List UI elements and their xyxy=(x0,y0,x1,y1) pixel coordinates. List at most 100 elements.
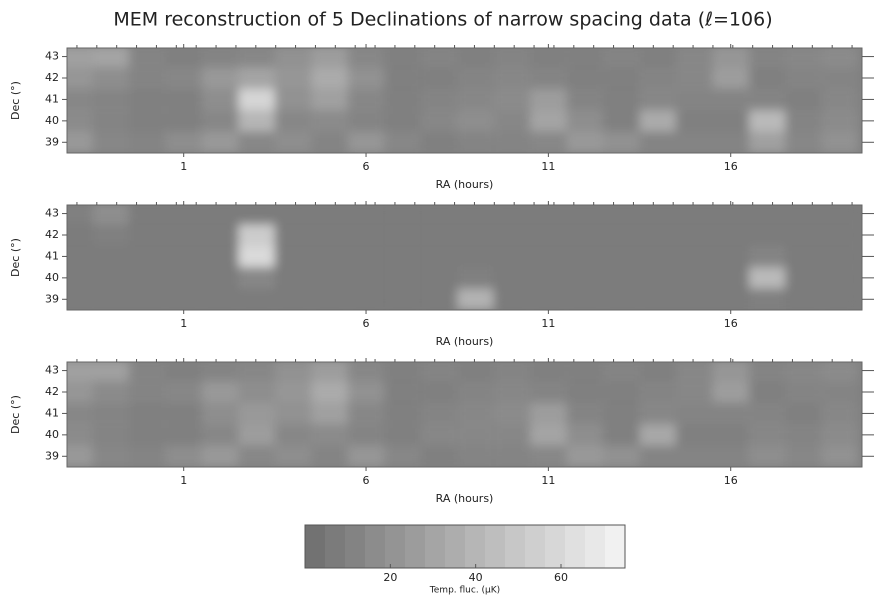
cell xyxy=(566,110,604,132)
cell xyxy=(128,131,166,153)
cell xyxy=(67,224,93,246)
cell xyxy=(128,362,166,382)
cell xyxy=(493,362,531,382)
heatmap-cells xyxy=(67,48,859,153)
y-tick-label: 41 xyxy=(45,92,59,105)
cell xyxy=(785,205,822,225)
cell xyxy=(785,362,822,382)
cell xyxy=(821,245,859,268)
x-tick-label: 16 xyxy=(724,474,738,487)
cell xyxy=(712,288,749,310)
cell xyxy=(748,205,786,225)
cell xyxy=(420,205,458,225)
cell xyxy=(67,402,93,425)
x-tick-label: 6 xyxy=(363,474,370,487)
cell xyxy=(311,205,348,225)
colorbar-label: Temp. fluc. (µK) xyxy=(429,586,500,596)
cell xyxy=(67,424,93,446)
cell xyxy=(311,424,348,446)
cell xyxy=(493,445,531,467)
cell xyxy=(311,110,348,132)
colorbar-step xyxy=(345,525,366,568)
cell xyxy=(128,267,166,289)
x-tick-label: 11 xyxy=(541,317,555,330)
cell xyxy=(274,224,312,246)
cell xyxy=(274,402,312,425)
cell xyxy=(384,205,421,225)
cell xyxy=(821,402,859,425)
cell xyxy=(238,224,275,246)
cell xyxy=(238,445,275,467)
cell xyxy=(165,288,202,310)
cell xyxy=(67,381,93,403)
cell xyxy=(457,48,494,68)
cell xyxy=(748,288,786,310)
cell xyxy=(676,48,713,68)
cell xyxy=(420,445,458,467)
cell xyxy=(603,362,640,382)
cell xyxy=(165,224,202,246)
colorbar-step xyxy=(425,525,446,568)
cell xyxy=(165,445,202,467)
cell xyxy=(712,267,749,289)
cell xyxy=(238,67,275,89)
cell xyxy=(639,402,677,425)
cell xyxy=(748,224,786,246)
cell xyxy=(311,267,348,289)
cell xyxy=(347,67,385,89)
cell xyxy=(128,67,166,89)
cell xyxy=(639,110,677,132)
cell xyxy=(420,402,458,425)
cell xyxy=(420,288,458,310)
cell xyxy=(639,424,677,446)
cell xyxy=(92,88,129,111)
cell xyxy=(311,131,348,153)
cell xyxy=(566,381,604,403)
cell xyxy=(676,381,713,403)
cell xyxy=(785,110,822,132)
cell xyxy=(311,445,348,467)
cell xyxy=(712,67,749,89)
cell xyxy=(639,362,677,382)
cell xyxy=(639,245,677,268)
y-tick-label: 42 xyxy=(45,71,59,84)
cell xyxy=(748,267,786,289)
cell xyxy=(603,288,640,310)
colorbar-tick-label: 40 xyxy=(469,571,483,584)
cell xyxy=(748,110,786,132)
cell xyxy=(201,110,239,132)
cell xyxy=(274,267,312,289)
y-tick-label: 41 xyxy=(45,249,59,262)
heatmap-cells xyxy=(67,362,859,467)
y-tick-label: 42 xyxy=(45,228,59,241)
cell xyxy=(493,224,531,246)
cell xyxy=(92,48,129,68)
cell xyxy=(712,88,749,111)
cell xyxy=(201,267,239,289)
cell xyxy=(530,445,567,467)
colorbar-step xyxy=(585,525,606,568)
cell xyxy=(420,381,458,403)
cell xyxy=(274,362,312,382)
cell xyxy=(201,205,239,225)
cell xyxy=(347,445,385,467)
cell xyxy=(457,402,494,425)
colorbar-step xyxy=(445,525,466,568)
cell xyxy=(274,445,312,467)
cell xyxy=(384,88,421,111)
cell xyxy=(347,205,385,225)
cell xyxy=(311,381,348,403)
cell xyxy=(274,131,312,153)
cell xyxy=(457,267,494,289)
cell xyxy=(566,245,604,268)
cell xyxy=(785,131,822,153)
cell xyxy=(238,288,275,310)
cell xyxy=(347,88,385,111)
cell xyxy=(238,424,275,446)
cell xyxy=(530,288,567,310)
cell xyxy=(748,67,786,89)
cell xyxy=(603,267,640,289)
cell xyxy=(420,88,458,111)
cell xyxy=(748,362,786,382)
cell xyxy=(420,267,458,289)
